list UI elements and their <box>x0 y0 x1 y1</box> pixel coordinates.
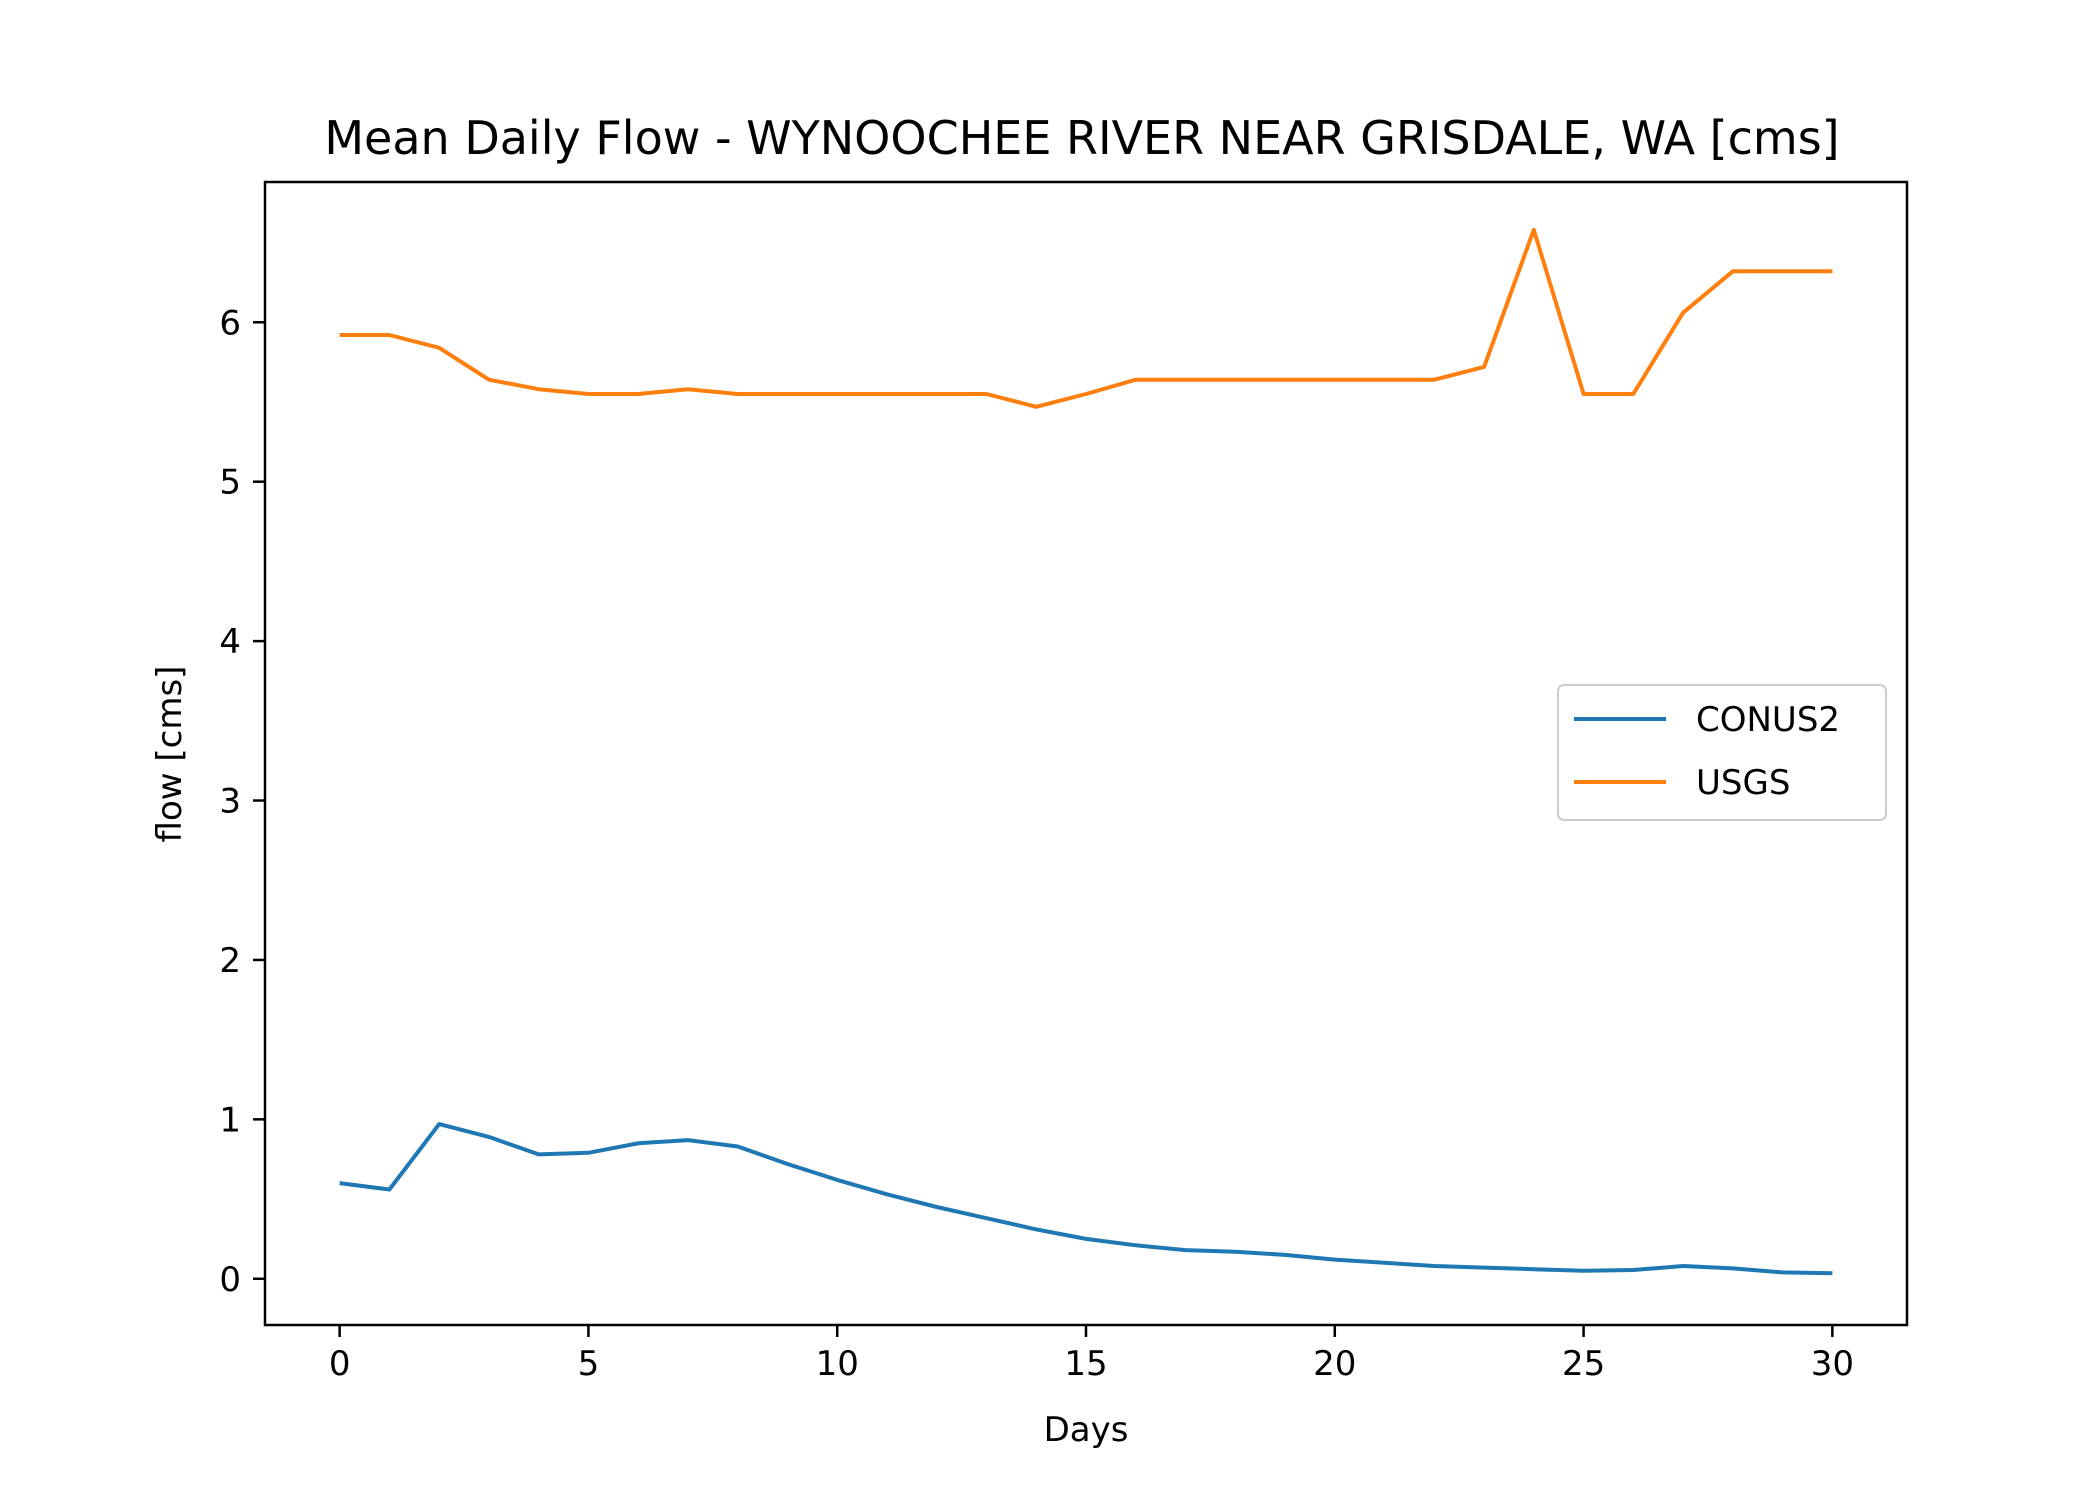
series-line-conus2 <box>339 1122 1833 1276</box>
series-layer <box>339 227 1833 1276</box>
y-axis-label: flow [cms] <box>150 666 190 843</box>
y-tick-label: 2 <box>219 941 241 981</box>
x-tick-label: 10 <box>816 1344 859 1384</box>
y-tick-label: 0 <box>219 1260 241 1300</box>
x-tick-label: 5 <box>578 1344 600 1384</box>
legend-label-usgs: USGS <box>1696 763 1790 803</box>
legend-label-conus2: CONUS2 <box>1696 700 1840 740</box>
x-tick-label: 15 <box>1064 1344 1107 1384</box>
x-tick-label: 25 <box>1562 1344 1605 1384</box>
y-axis: 0 1 2 3 4 5 6 <box>219 303 265 1300</box>
y-tick-label: 1 <box>219 1100 241 1140</box>
x-tick-label: 20 <box>1313 1344 1356 1384</box>
series-line-usgs <box>339 227 1833 409</box>
x-tick-label: 0 <box>329 1344 351 1384</box>
chart-title: Mean Daily Flow - WYNOOCHEE RIVER NEAR G… <box>324 111 1839 165</box>
y-tick-label: 4 <box>219 622 241 662</box>
y-tick-label: 6 <box>219 303 241 343</box>
legend: CONUS2 USGS <box>1557 684 1887 821</box>
x-axis-label: Days <box>1044 1410 1129 1450</box>
x-tick-label: 30 <box>1811 1344 1854 1384</box>
x-axis: 0 5 10 15 20 25 30 <box>329 1325 1854 1384</box>
y-tick-label: 3 <box>219 782 241 822</box>
y-tick-label: 5 <box>219 463 241 503</box>
